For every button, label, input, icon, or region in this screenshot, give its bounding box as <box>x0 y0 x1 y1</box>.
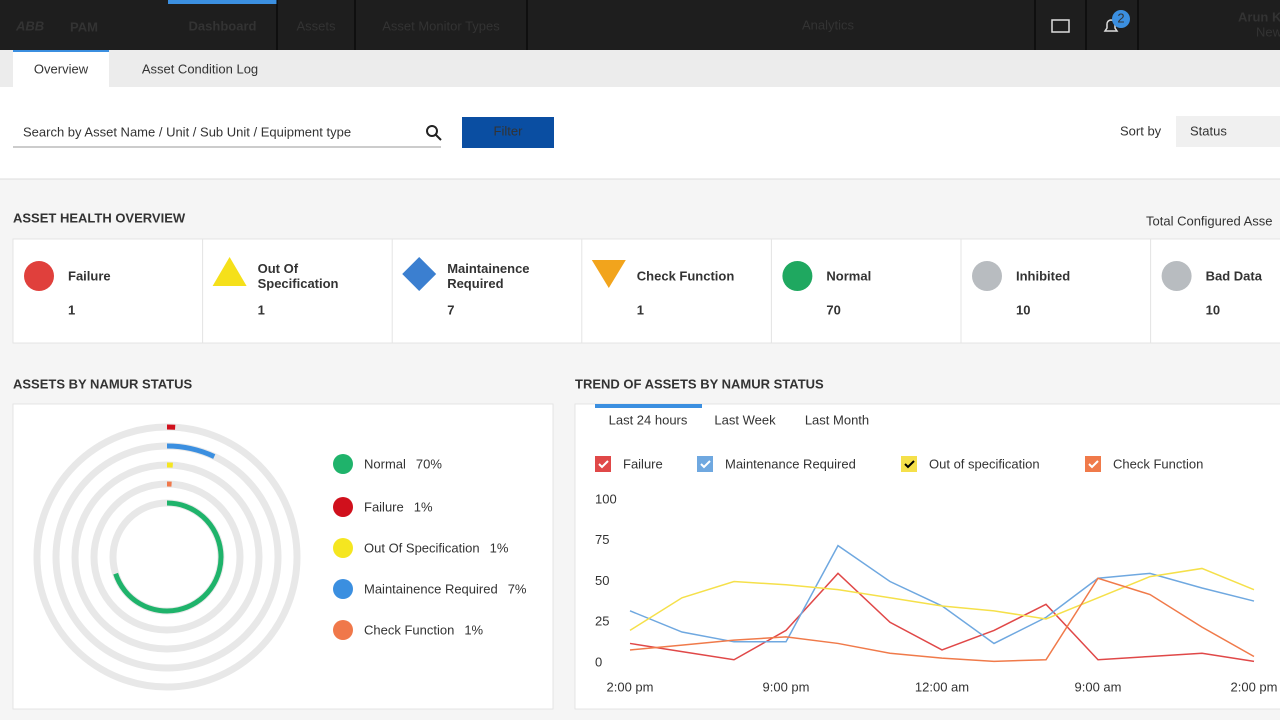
legend-label: Out of specification <box>929 456 1040 471</box>
nav-tab[interactable]: Dashboard <box>189 18 257 33</box>
panel <box>575 404 1280 709</box>
x-tick-label: 9:00 pm <box>763 679 810 694</box>
chart-title: ASSETS BY NAMUR STATUS <box>13 376 192 391</box>
app-name: PAM <box>70 19 98 34</box>
y-tick-label: 75 <box>595 532 609 547</box>
card-label: Specification <box>258 276 339 291</box>
subtab[interactable]: Overview <box>34 61 89 76</box>
user-sub: New <box>1256 24 1280 39</box>
active-range-indicator <box>595 404 702 408</box>
x-tick-label: 12:00 am <box>915 679 969 694</box>
legend-label: Failure <box>623 456 663 471</box>
value-label: 70% <box>416 456 442 471</box>
card-label: Maintainence <box>447 261 529 276</box>
y-tick-label: 50 <box>595 573 609 588</box>
legend-label: Check Function <box>1113 456 1203 471</box>
card-value: 10 <box>1206 302 1220 317</box>
card-label: Failure <box>68 268 111 283</box>
legend-label: Check Function <box>364 622 454 637</box>
legend-checkbox[interactable] <box>595 456 611 472</box>
legend-label: Normal <box>364 456 406 471</box>
legend-checkbox[interactable] <box>901 456 917 472</box>
subtab[interactable]: Asset Condition Log <box>142 61 258 76</box>
card-label: Out Of <box>258 261 299 276</box>
badge-count: 2 <box>1117 10 1124 25</box>
value-label: 1% <box>464 622 483 637</box>
y-tick-label: 0 <box>595 654 602 669</box>
legend-dot <box>333 497 353 517</box>
range-tab[interactable]: Last 24 hours <box>609 412 688 427</box>
legend-dot <box>333 538 353 558</box>
sort-value: Status <box>1190 123 1227 138</box>
logo: ABB <box>15 18 44 33</box>
card-value: 7 <box>447 302 454 317</box>
chart-title: TREND OF ASSETS BY NAMUR STATUS <box>575 376 824 391</box>
legend-dot <box>333 579 353 599</box>
card-value: 1 <box>68 302 75 317</box>
y-tick-label: 100 <box>595 491 617 506</box>
nav-tab[interactable]: Asset Monitor Types <box>382 18 500 33</box>
value-label: 7% <box>508 581 527 596</box>
nav-center[interactable]: Analytics <box>802 17 855 32</box>
section-title: ASSET HEALTH OVERVIEW <box>13 210 186 225</box>
x-tick-label: 9:00 am <box>1075 679 1122 694</box>
legend-label: Failure <box>364 499 404 514</box>
card-label: Check Function <box>637 268 735 283</box>
x-tick-label: 2:00 pm <box>607 679 654 694</box>
legend-label: Maintenance Required <box>725 456 856 471</box>
total-label: Total Configured Asse <box>1146 213 1272 228</box>
value-label: 1% <box>490 540 509 555</box>
card-value: 10 <box>1016 302 1030 317</box>
card-icon <box>24 261 54 291</box>
y-tick-label: 25 <box>595 614 609 629</box>
card-label: Inhibited <box>1016 268 1070 283</box>
nav-tab[interactable]: Assets <box>296 18 336 33</box>
sort-label: Sort by <box>1120 123 1162 138</box>
card-label: Required <box>447 276 503 291</box>
x-tick-label: 2:00 pm <box>1231 679 1278 694</box>
active-tab-indicator <box>168 0 277 4</box>
active-subtab-indicator <box>13 50 109 52</box>
legend-dot <box>333 454 353 474</box>
legend-checkbox[interactable] <box>697 456 713 472</box>
range-tab[interactable]: Last Month <box>805 412 869 427</box>
card-icon <box>972 261 1002 291</box>
card-label: Normal <box>826 268 871 283</box>
legend-checkbox[interactable] <box>1085 456 1101 472</box>
card-value: 70 <box>826 302 840 317</box>
card-icon <box>1162 261 1192 291</box>
search-input[interactable]: Search by Asset Name / Unit / Sub Unit /… <box>23 124 351 139</box>
card-value: 1 <box>637 302 644 317</box>
value-label: 1% <box>414 499 433 514</box>
card-value: 1 <box>258 302 265 317</box>
filter-label: Filter <box>494 123 524 138</box>
card-icon <box>782 261 812 291</box>
legend-label: Maintainence Required <box>364 581 498 596</box>
card-label: Bad Data <box>1206 268 1263 283</box>
user-name[interactable]: Arun Ku <box>1238 9 1280 24</box>
range-tab[interactable]: Last Week <box>714 412 776 427</box>
legend-label: Out Of Specification <box>364 540 480 555</box>
legend-dot <box>333 620 353 640</box>
